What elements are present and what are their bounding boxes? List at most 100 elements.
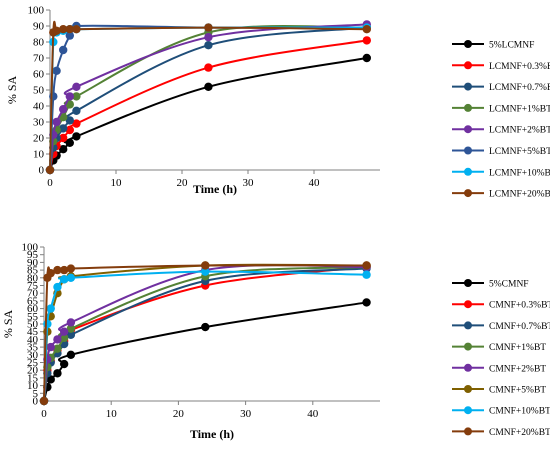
x-axis-label: Time (h) [193, 182, 237, 196]
data-point [46, 268, 55, 278]
legend-swatch-marker [464, 300, 472, 309]
data-point [59, 133, 68, 143]
data-point [66, 324, 76, 333]
data-point [59, 105, 68, 114]
data-point [201, 267, 210, 276]
data-point [59, 265, 69, 275]
legend-item: LCMNF+2%BT [452, 125, 550, 136]
y-tick-label: 30 [27, 349, 39, 361]
y-tick-label: 40 [33, 101, 45, 113]
legend-swatch-marker [464, 189, 472, 198]
y-tick-label: 70 [33, 53, 45, 65]
legend-item: CMNF+10%BT [452, 406, 550, 417]
y-tick-label: 60 [27, 303, 39, 315]
data-point [46, 342, 55, 352]
legend-label: LCMNF+10%BT [489, 168, 550, 178]
y-tick-label: 25 [27, 357, 39, 369]
legend-item: CMNF+5%BT [452, 385, 546, 396]
data-point [59, 333, 69, 343]
legend-item: CMNF+20%BT [452, 427, 550, 438]
legend-swatch-marker [464, 427, 472, 436]
data-point [72, 82, 81, 92]
data-point [66, 264, 76, 273]
legend-label: LCMNF+20%BT [489, 190, 550, 200]
data-point [52, 66, 61, 76]
legend-label: CMNF+0.3%BT [489, 301, 550, 311]
series-line [49, 39, 367, 171]
data-point [59, 124, 68, 133]
legend-item: LCMNF+20%BT [452, 189, 550, 200]
data-point [53, 282, 62, 292]
data-point [362, 36, 371, 45]
legend-swatch-marker [464, 40, 472, 48]
data-point [362, 53, 371, 63]
y-tick-label: 0 [39, 165, 45, 177]
data-point [65, 31, 75, 40]
legend-label: LCMNF+5%BT [489, 147, 550, 157]
legend-swatch-marker [464, 146, 472, 155]
legend-swatch-marker [464, 342, 472, 351]
data-point [65, 116, 75, 125]
y-tick-label: 50 [33, 85, 45, 97]
legend-label: CMNF+1%BT [489, 343, 546, 353]
x-tick-label: 0 [47, 177, 53, 189]
data-point [39, 396, 49, 406]
data-point [43, 319, 52, 329]
data-point [59, 359, 69, 369]
data-point [66, 350, 76, 359]
data-point [53, 369, 62, 378]
data-point [59, 25, 68, 34]
y-tick-label: 20 [33, 133, 45, 145]
series-8 [45, 20, 371, 175]
y-tick-label: 75 [27, 280, 39, 292]
chart-1: 0 10 20 30 40 50 60 70 80 90 100 0 10 20 30 40 Time (h)%… [5, 5, 550, 200]
legend-swatch-marker [464, 167, 472, 176]
x-axis-label: Time (h) [190, 427, 234, 441]
legend-item: LCMNF+1%BT [452, 103, 550, 114]
legend-swatch-marker [464, 363, 472, 372]
data-point [53, 335, 62, 344]
legend-label: CMNF+10%BT [489, 407, 550, 417]
legend-item: LCMNF+0.7%BT [452, 82, 550, 93]
x-tick-label: 20 [177, 177, 189, 189]
y-tick-label: 45 [27, 326, 39, 338]
data-point [53, 265, 62, 275]
data-point [72, 132, 81, 141]
data-point [59, 327, 69, 336]
data-point [59, 145, 68, 154]
y-tick-label: 85 [27, 265, 39, 277]
y-axis-label: % SA [1, 310, 15, 339]
y-tick-label: 0 [33, 396, 39, 408]
x-tick-label: 30 [240, 408, 252, 420]
legend-swatch-marker [464, 321, 472, 330]
y-tick-label: 100 [28, 5, 45, 17]
data-point [52, 26, 61, 35]
legend-label: 5%LCMNF [489, 41, 534, 51]
y-tick-label: 60 [33, 69, 45, 81]
y-tick-label: 70 [27, 288, 39, 300]
data-point [46, 375, 55, 384]
data-point [49, 92, 58, 101]
y-tick-label: 5 [33, 388, 39, 400]
legend-label: LCMNF+0.3%BT [489, 62, 550, 72]
data-point [65, 92, 75, 101]
legend-swatch-marker [464, 385, 472, 393]
y-tick-label: 80 [33, 37, 45, 49]
legend-item: CMNF+2%BT [452, 363, 546, 374]
data-point [53, 344, 62, 353]
y-tick-label: 100 [22, 242, 39, 254]
chart-2: 0510152025303540455055606570758085909510… [1, 242, 550, 442]
data-point [204, 63, 213, 72]
data-point [65, 125, 75, 135]
legend-label: CMNF+2%BT [489, 364, 546, 374]
data-point [204, 41, 213, 50]
data-point [362, 298, 371, 307]
series-2 [45, 36, 371, 175]
legend-label: LCMNF+1%BT [489, 104, 550, 114]
x-tick-label: 10 [106, 408, 118, 420]
legend-item: 5%LCMNF [452, 40, 534, 51]
data-point [59, 275, 69, 284]
x-tick-label: 10 [111, 177, 123, 189]
legend-label: CMNF+20%BT [489, 428, 550, 438]
